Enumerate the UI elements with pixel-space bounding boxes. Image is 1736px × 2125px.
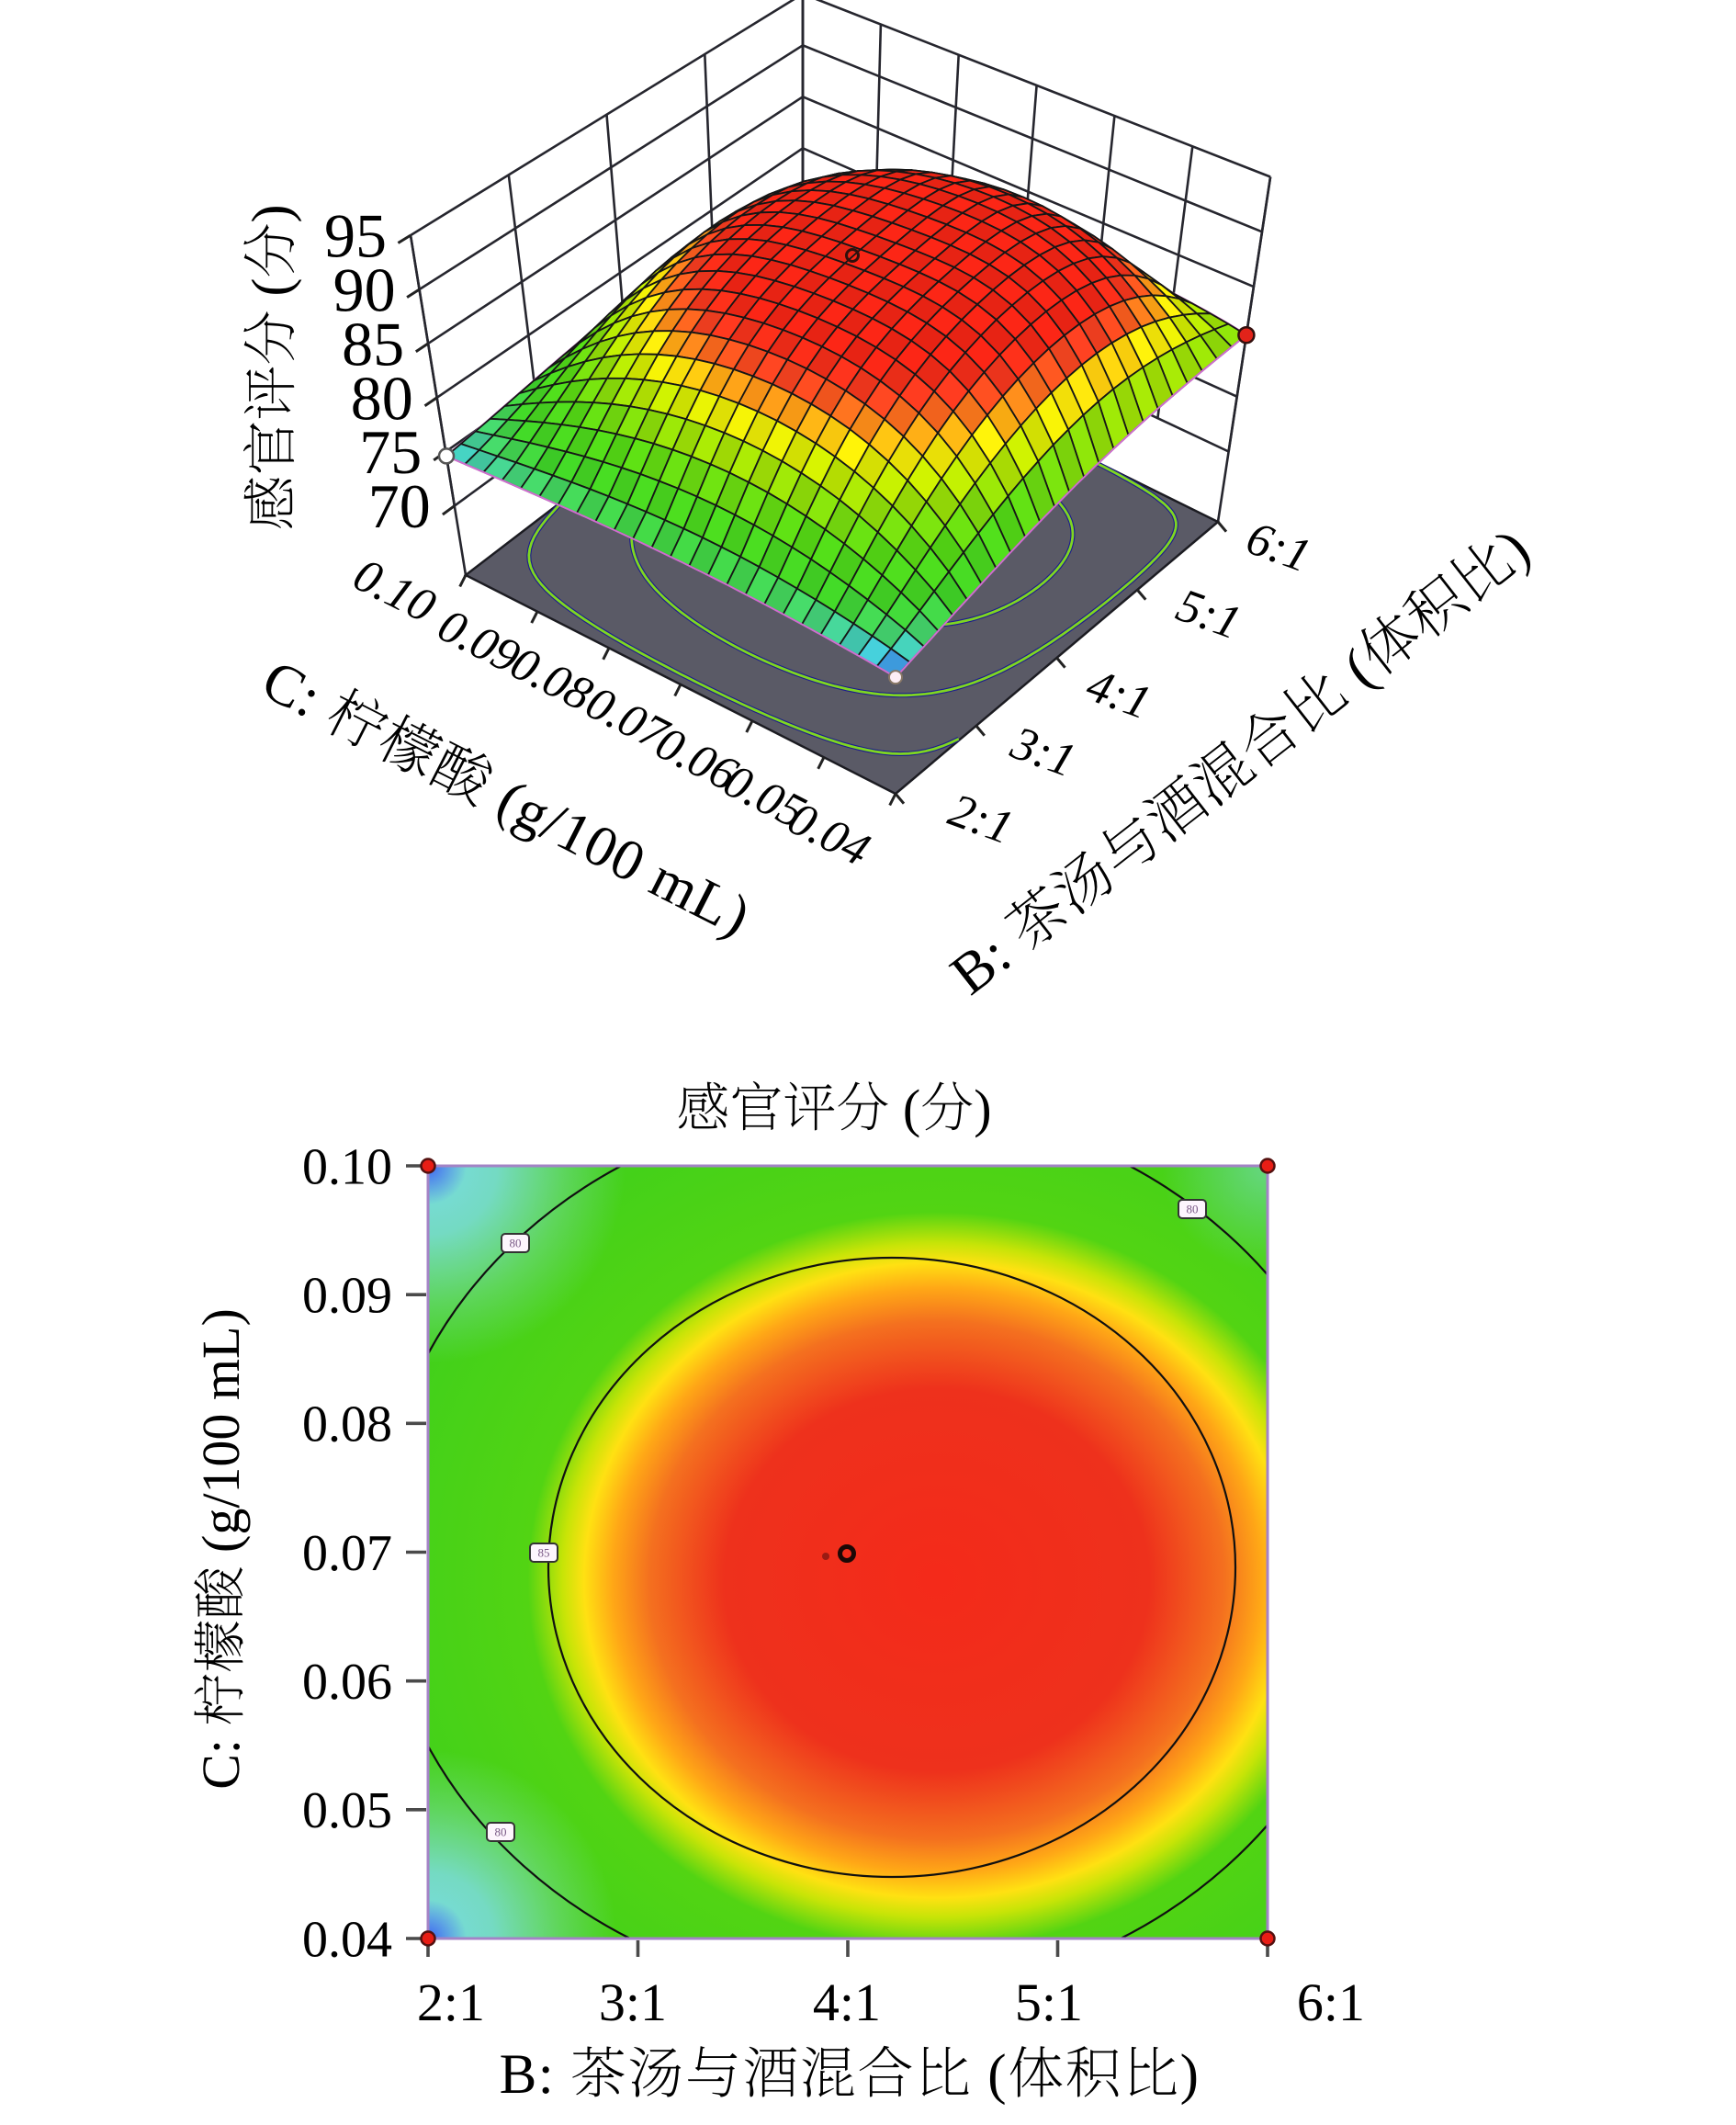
- svg-text:4:1: 4:1: [813, 1972, 881, 2032]
- svg-text:0.09: 0.09: [302, 1268, 392, 1325]
- svg-text:0.08: 0.08: [302, 1396, 392, 1453]
- svg-text:80: 80: [1187, 1203, 1199, 1216]
- svg-text:): ): [242, 205, 302, 223]
- svg-text:(: (: [889, 1079, 920, 1138]
- svg-text:0.04: 0.04: [302, 1911, 392, 1968]
- svg-text:0.05: 0.05: [302, 1782, 392, 1839]
- svg-text:85: 85: [538, 1546, 550, 1560]
- svg-text:0.07: 0.07: [302, 1525, 392, 1582]
- svg-text:): ): [974, 1079, 991, 1138]
- svg-text:0.06: 0.06: [302, 1654, 392, 1711]
- svg-text:70: 70: [368, 471, 431, 541]
- svg-text:90: 90: [333, 255, 396, 325]
- svg-text:(: (: [242, 278, 302, 311]
- svg-text:75: 75: [359, 417, 422, 487]
- svg-text:(: (: [973, 2044, 1009, 2106]
- svg-text:B:: B:: [500, 2044, 570, 2106]
- svg-text:80: 80: [351, 363, 413, 433]
- svg-text:95: 95: [324, 201, 387, 271]
- svg-text:2:1: 2:1: [417, 1972, 485, 2032]
- svg-text:6:1: 6:1: [1297, 1972, 1365, 2032]
- svg-text:85: 85: [342, 309, 404, 379]
- svg-text:80: 80: [510, 1237, 522, 1250]
- svg-text:80: 80: [495, 1825, 507, 1839]
- svg-text:3:1: 3:1: [599, 1972, 667, 2032]
- svg-text:0.10: 0.10: [302, 1138, 392, 1195]
- svg-text:5:1: 5:1: [1015, 1972, 1083, 2032]
- svg-text:): ): [1180, 2044, 1201, 2106]
- svg-text:C:: C:: [191, 1725, 251, 1789]
- svg-text:(g/100 mL): (g/100 mL): [191, 1308, 251, 1565]
